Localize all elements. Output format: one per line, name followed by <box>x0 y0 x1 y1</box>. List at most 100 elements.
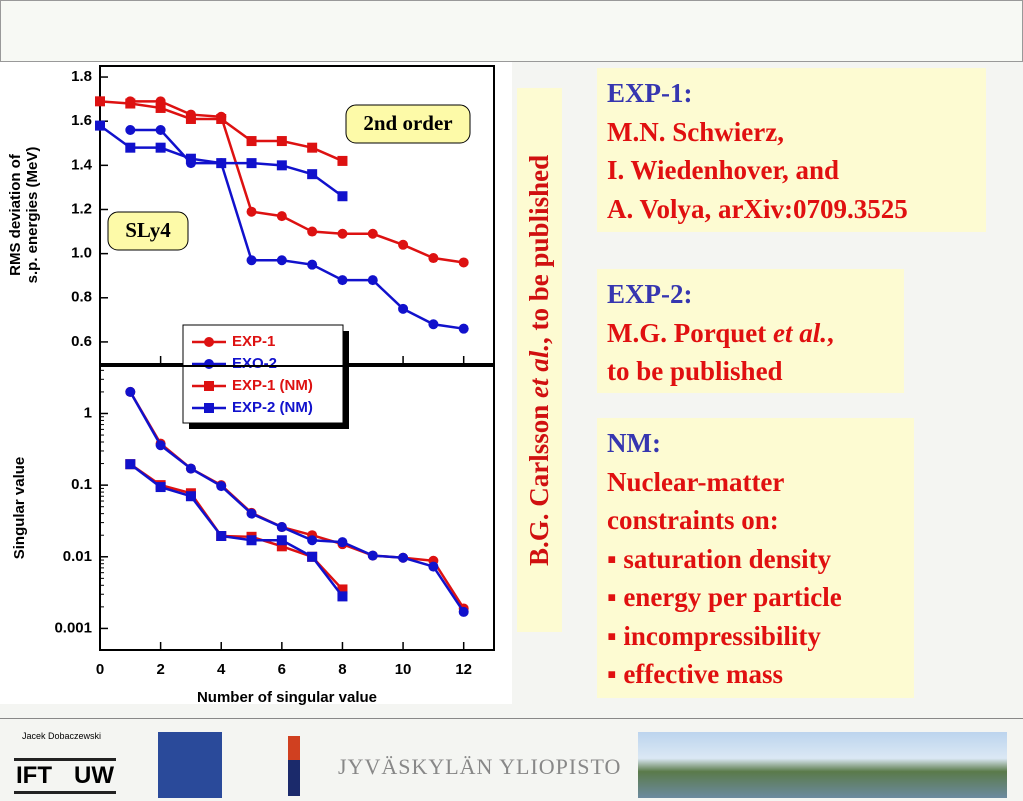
marker <box>276 535 287 546</box>
x-tick-label: 4 <box>217 661 226 678</box>
bottom-rule <box>0 718 1023 719</box>
marker <box>125 142 136 153</box>
y-tick-label: 0.001 <box>54 619 92 636</box>
box-title: EXP-1: <box>607 78 693 108</box>
campus-photo <box>638 732 1007 798</box>
series-line <box>129 463 344 598</box>
y-axis-label-line: s.p. energies (MeV) <box>24 147 41 284</box>
legend-marker <box>204 359 214 369</box>
marker <box>367 228 378 239</box>
box-text: , <box>826 317 834 348</box>
marker <box>95 96 105 107</box>
exp2-box: EXP-2: M.G. Porquet et al., to be publis… <box>597 269 904 393</box>
x-tick-label: 0 <box>96 661 104 678</box>
y-tick-label: 1.8 <box>71 68 92 85</box>
marker <box>155 440 166 451</box>
annotation-box <box>345 104 471 144</box>
marker <box>276 136 287 147</box>
legend-label: EXP-1 (NM) <box>232 377 313 394</box>
marker <box>185 153 196 164</box>
y-axis-label-line: RMS deviation of <box>7 153 24 276</box>
plot-frame <box>99 365 495 651</box>
header-band <box>0 0 1023 62</box>
exp1-box: EXP-1: M.N. Schwierz, I. Wiedenhover, an… <box>597 68 986 232</box>
x-tick-label: 2 <box>156 661 164 678</box>
warsaw-crest <box>158 732 222 798</box>
marker <box>276 211 287 222</box>
legend-marker <box>204 381 214 391</box>
y-tick-label: 1.0 <box>71 245 92 262</box>
marker <box>246 206 257 217</box>
box-line: I. Wiedenhover, and <box>607 155 840 185</box>
marker <box>367 275 378 286</box>
university-name: JYVÄSKYLÄN YLIOPISTO <box>338 754 622 779</box>
x-tick-label: 8 <box>338 661 346 678</box>
marker <box>337 155 348 166</box>
marker <box>185 113 196 124</box>
box-text: et al. <box>772 317 827 348</box>
marker <box>428 253 439 264</box>
y-tick-label: 0.1 <box>71 476 92 493</box>
marker <box>458 606 469 617</box>
marker <box>246 255 257 266</box>
side-note-part: B.G. Carlsson <box>524 397 554 566</box>
nm-box: NM: Nuclear-matter constraints on: ▪ sat… <box>597 418 914 698</box>
marker <box>398 303 409 314</box>
marker <box>125 125 136 136</box>
y-axis-label: Singular value <box>11 457 28 560</box>
side-note-part: , to be published <box>524 154 554 344</box>
marker <box>367 550 378 561</box>
x-tick-label: 10 <box>395 661 412 678</box>
marker <box>246 508 257 519</box>
torch-logo <box>288 736 300 796</box>
box-title: EXP-2: <box>607 279 693 309</box>
marker <box>276 522 287 533</box>
x-tick-label: 6 <box>278 661 286 678</box>
box-line: ▪ saturation density <box>607 543 832 574</box>
marker <box>125 386 136 397</box>
marker <box>337 275 348 286</box>
marker <box>337 591 348 602</box>
marker <box>398 552 409 563</box>
box-line: M.N. Schwierz, <box>607 116 784 147</box>
x-tick-label: 12 <box>455 661 472 678</box>
legend-marker <box>204 337 214 347</box>
box-line: ▪ incompressibility <box>607 620 821 651</box>
side-note: B.G. Carlsson et al., to be published <box>517 88 562 632</box>
box-line: ▪ energy per particle <box>607 582 842 612</box>
series-line <box>130 100 464 264</box>
marker <box>337 191 348 202</box>
marker <box>276 541 287 552</box>
marker <box>155 102 166 113</box>
annotation: 2nd order <box>363 111 452 135</box>
marker <box>246 535 257 546</box>
marker <box>307 142 318 153</box>
y-tick-label: 0.01 <box>63 548 92 565</box>
box-line: M.G. Porquet et al., <box>607 314 894 353</box>
marker <box>185 463 196 474</box>
marker <box>458 257 469 268</box>
y-tick-label: 1.4 <box>71 156 93 173</box>
box-line: constraints on: <box>607 505 779 535</box>
marker <box>125 98 136 109</box>
side-note-part: et al. <box>524 343 554 398</box>
y-tick-label: 0.6 <box>71 333 92 350</box>
marker <box>337 584 348 595</box>
marker <box>337 537 348 548</box>
box-line: A. Volya, arXiv:0709.3525 <box>607 193 908 224</box>
legend-label: EXP-1 <box>232 333 275 350</box>
y-tick-label: 1.6 <box>71 112 92 129</box>
marker <box>155 482 166 493</box>
annotation-box <box>107 211 189 251</box>
marker <box>155 142 166 153</box>
marker <box>155 125 166 136</box>
series-line <box>129 391 465 613</box>
marker <box>276 255 287 266</box>
legend-marker <box>204 403 214 413</box>
marker <box>398 239 409 250</box>
marker <box>216 481 227 492</box>
marker <box>428 319 439 330</box>
x-axis-label: Number of singular value <box>197 689 377 706</box>
